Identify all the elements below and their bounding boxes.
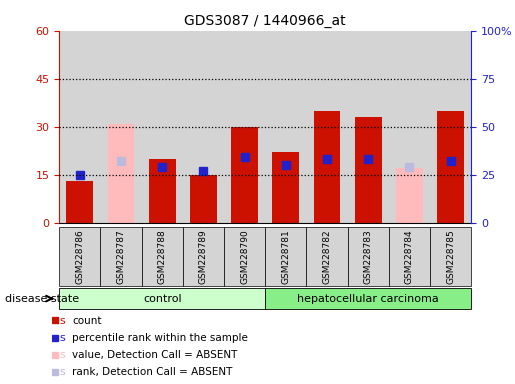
Bar xyxy=(190,175,217,223)
Bar xyxy=(306,31,348,223)
Text: disease state: disease state xyxy=(5,293,79,304)
Bar xyxy=(314,111,340,223)
Text: GSM228787: GSM228787 xyxy=(116,229,126,284)
Bar xyxy=(355,117,382,223)
Text: GSM228789: GSM228789 xyxy=(199,229,208,284)
Text: GSM228784: GSM228784 xyxy=(405,229,414,284)
Text: GSM228786: GSM228786 xyxy=(75,229,84,284)
Title: GDS3087 / 1440966_at: GDS3087 / 1440966_at xyxy=(184,14,346,28)
Text: s: s xyxy=(59,316,65,326)
Text: GSM228788: GSM228788 xyxy=(158,229,167,284)
Text: count: count xyxy=(72,316,101,326)
Bar xyxy=(430,31,471,223)
Text: GSM228781: GSM228781 xyxy=(281,229,290,284)
Text: s: s xyxy=(59,350,65,360)
Bar xyxy=(183,31,224,223)
Text: GSM228790: GSM228790 xyxy=(240,229,249,284)
Text: value, Detection Call = ABSENT: value, Detection Call = ABSENT xyxy=(72,350,237,360)
Bar xyxy=(66,181,93,223)
Text: GSM228782: GSM228782 xyxy=(322,229,332,284)
Bar xyxy=(265,31,306,223)
Bar xyxy=(389,31,430,223)
Bar xyxy=(149,159,176,223)
Text: rank, Detection Call = ABSENT: rank, Detection Call = ABSENT xyxy=(72,367,232,377)
Text: GSM228785: GSM228785 xyxy=(446,229,455,284)
Bar xyxy=(100,31,142,223)
Bar xyxy=(224,31,265,223)
Bar xyxy=(348,31,389,223)
Bar xyxy=(396,168,423,223)
Text: s: s xyxy=(59,333,65,343)
Bar xyxy=(231,127,258,223)
Bar xyxy=(272,152,299,223)
Bar xyxy=(108,124,134,223)
Text: control: control xyxy=(143,293,181,304)
Text: percentile rank within the sample: percentile rank within the sample xyxy=(72,333,248,343)
Text: s: s xyxy=(59,367,65,377)
Text: hepatocellular carcinoma: hepatocellular carcinoma xyxy=(297,293,439,304)
Bar xyxy=(59,31,100,223)
Text: GSM228783: GSM228783 xyxy=(364,229,373,284)
Bar xyxy=(437,111,464,223)
Bar xyxy=(142,31,183,223)
